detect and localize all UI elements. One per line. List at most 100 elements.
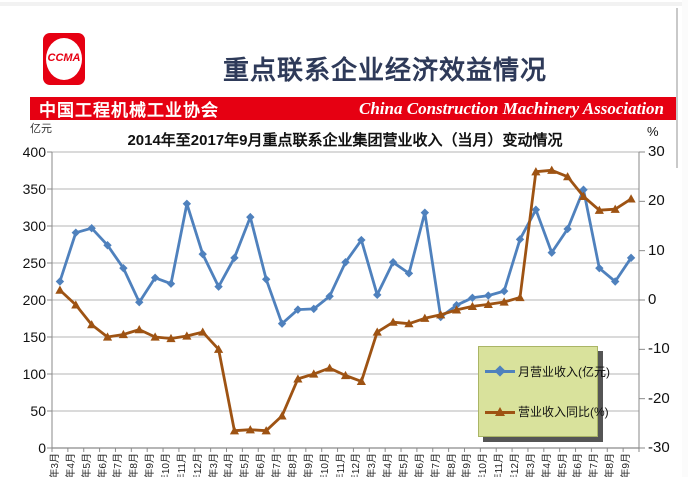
x-axis-label: 14年3月 [49, 453, 61, 477]
x-axis-label: 15年3月 [208, 453, 220, 477]
x-axis-label: 16年7月 [430, 453, 442, 477]
x-axis-label: 16年3月 [367, 453, 379, 477]
triangle-marker [531, 167, 541, 176]
legend-item-revenue: 月营业收入(亿元) [479, 360, 610, 382]
x-axis-label: 17年8月 [605, 453, 617, 477]
diamond-marker [71, 228, 80, 237]
x-axis-label: 14年10月 [160, 453, 172, 477]
x-axis-label: 16年12月 [510, 453, 521, 477]
triangle-marker [166, 333, 176, 343]
diamond-marker [579, 185, 588, 194]
blue-line-diamond-icon [485, 365, 515, 377]
x-axis-label: 17年5月 [557, 453, 569, 477]
y-axis-label: 200 [22, 292, 46, 308]
diamond-marker [595, 263, 604, 273]
triangle-marker [578, 191, 589, 200]
ccma-logo-disc [46, 38, 82, 80]
x-axis-label: 14年7月 [113, 453, 125, 477]
x-axis-label: 16年4月 [383, 453, 395, 477]
triangle-marker [563, 172, 573, 181]
banner-english-name: China Construction Machinery Association [359, 98, 664, 118]
right-axis-label: -30 [648, 439, 670, 456]
triangle-marker [436, 310, 446, 319]
x-axis-label: 16年8月 [446, 453, 458, 477]
chart-title-part1: 2014年至2017年9月重点联系企业集团 [127, 132, 383, 149]
ccma-logo: CCMA [43, 33, 85, 85]
x-axis-label: 16年5月 [398, 453, 410, 477]
diamond-marker [135, 298, 144, 307]
triangle-marker [388, 317, 398, 326]
triangle-marker [134, 325, 144, 334]
x-axis-label: 16年6月 [414, 453, 426, 477]
x-axis-label: 17年6月 [573, 453, 585, 477]
diamond-marker [341, 258, 350, 267]
triangle-marker [610, 204, 620, 213]
diamond-marker [611, 277, 620, 286]
triangle-marker [277, 411, 287, 420]
triangle-marker [499, 297, 509, 306]
top-divider [0, 2, 688, 6]
diamond-marker [150, 273, 160, 282]
diamond-marker [119, 263, 128, 273]
y-axis-label: 50 [30, 403, 46, 419]
triangle-marker [594, 205, 604, 214]
triangle-marker [483, 299, 493, 309]
right-axis-label: 30 [648, 143, 665, 160]
diamond-marker [452, 300, 461, 310]
chart-title: 2014年至2017年9月重点联系企业集团营业收入（当月）变动情况 [60, 129, 630, 150]
triangle-marker [626, 194, 636, 203]
x-axis-label: 17年3月 [525, 453, 537, 477]
triangle-marker [420, 313, 430, 322]
scrollbar-thumb[interactable] [676, 8, 678, 168]
chart-legend: 月营业收入(亿元) 营业收入同比(%) [478, 346, 610, 437]
triangle-marker [102, 332, 113, 341]
x-axis-label: 16年11月 [494, 453, 506, 477]
x-axis-label: 15年11月 [335, 453, 347, 477]
x-axis-label: 17年4月 [541, 453, 553, 477]
right-axis-unit-label: % [647, 124, 659, 139]
right-axis-label: 20 [648, 192, 665, 210]
x-axis-label: 14年9月 [145, 453, 157, 477]
diamond-marker [277, 319, 287, 328]
triangle-marker [404, 319, 414, 328]
chart-title-part3: （当月）变动情况 [442, 132, 563, 149]
diamond-marker [214, 282, 223, 291]
y-axis-label: 100 [22, 366, 46, 382]
triangle-marker [325, 363, 335, 372]
triangle-marker [229, 426, 240, 435]
triangle-marker [451, 305, 462, 314]
triangle-marker [293, 374, 303, 383]
right-axis-label: -10 [648, 340, 670, 358]
diamond-marker [404, 269, 414, 278]
y-axis-label: 0 [38, 440, 46, 456]
diamond-marker [293, 305, 303, 314]
legend-label-yoy: 营业收入同比(%) [518, 405, 609, 420]
x-axis-label: 15年7月 [272, 453, 284, 477]
chart-title-part2: 营业收入 [382, 132, 443, 149]
diamond-marker [357, 235, 366, 245]
triangle-marker [340, 370, 351, 380]
diamond-marker [246, 212, 255, 222]
triangle-marker [87, 320, 97, 329]
x-axis-label: 16年10月 [478, 453, 490, 477]
x-axis-label: 16年9月 [462, 453, 474, 477]
x-axis-label: 14年12月 [192, 453, 204, 477]
diamond-marker [499, 286, 509, 296]
x-axis-label: 15年8月 [287, 453, 299, 477]
x-axis-label: 15年10月 [319, 453, 331, 477]
x-axis-label: 15年4月 [224, 453, 236, 477]
x-axis-label: 14年4月 [65, 453, 77, 477]
brown-line-triangle-icon [485, 406, 515, 417]
triangle-marker [198, 327, 208, 336]
page-edge [682, 0, 688, 477]
diamond-marker [198, 249, 207, 259]
triangle-marker [55, 285, 65, 294]
diamond-marker [182, 199, 192, 208]
triangle-marker [467, 301, 478, 311]
x-axis-label: 15年6月 [256, 453, 268, 477]
diamond-marker [547, 248, 556, 257]
x-axis-label: 14年11月 [176, 453, 188, 477]
legend-label-revenue: 月营业收入(亿元) [518, 364, 610, 379]
diamond-marker [626, 253, 636, 263]
right-axis-label: 10 [648, 241, 665, 259]
